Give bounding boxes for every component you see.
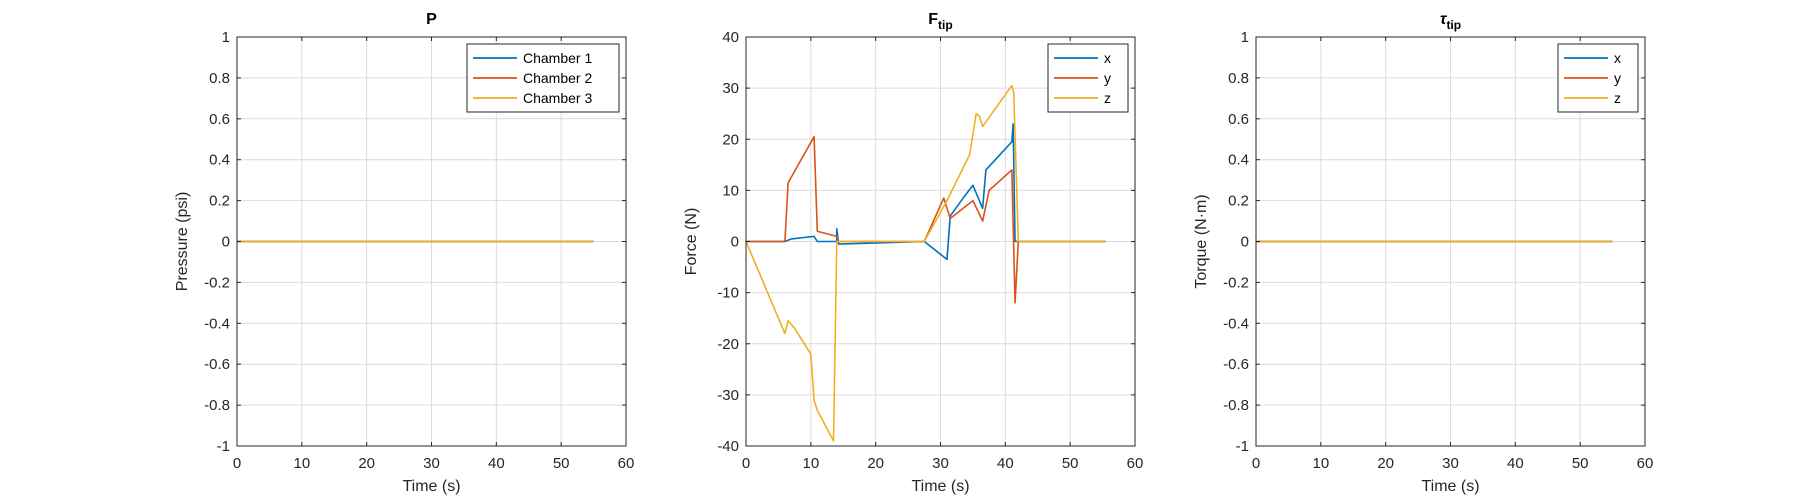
y-tick-label: -40 [717, 438, 739, 455]
series-line-z [745, 84, 1106, 442]
y-tick-label: 1 [222, 29, 230, 46]
x-tick-label: 30 [1442, 455, 1459, 472]
y-tick-label: 0.8 [1228, 70, 1249, 87]
x-tick-label: 40 [488, 455, 505, 472]
y-tick-label: 10 [722, 182, 739, 199]
y-tick-label: -0.6 [1223, 356, 1249, 373]
x-axis-label: Time (s) [402, 478, 460, 495]
x-axis-label: Time (s) [911, 478, 969, 495]
y-tick-label: 0.8 [209, 70, 230, 87]
y-tick-label: -0.4 [1223, 315, 1249, 332]
legend-label: y [1614, 70, 1621, 86]
y-tick-label: 40 [722, 29, 739, 46]
chart-title-main: τ [1440, 11, 1448, 28]
y-tick-label: 0 [222, 234, 230, 251]
x-axis-label: Time (s) [1421, 478, 1479, 495]
y-tick-label: -1 [1236, 438, 1249, 455]
y-tick-label: 0.2 [209, 193, 230, 210]
legend-label: Chamber 2 [523, 70, 592, 86]
x-tick-label: 20 [1377, 455, 1394, 472]
x-tick-label: 0 [233, 455, 241, 472]
series-line-y [746, 135, 1106, 304]
x-tick-label: 10 [802, 455, 819, 472]
legend-label: Chamber 3 [523, 90, 592, 106]
y-tick-label: 0.2 [1228, 193, 1249, 210]
x-tick-label: 50 [1062, 455, 1079, 472]
y-axis-label: Torque (N·m) [1193, 194, 1210, 288]
chart-title-subscript: tip [1446, 18, 1461, 32]
y-tick-label: -0.2 [204, 274, 230, 291]
chart-panel-2: 0 10 20 30 40 50 60 -40 -30 -20 -10 0 10 20 30 40 Time (… [683, 11, 1143, 495]
legend-label: z [1614, 90, 1621, 106]
y-tick-label: 0 [731, 234, 739, 251]
y-tick-label: 0.4 [1228, 152, 1249, 169]
y-tick-label: -20 [717, 336, 739, 353]
x-tick-label: 40 [1507, 455, 1524, 472]
chart-title: P [426, 11, 437, 28]
y-tick-label: 0.4 [209, 152, 230, 169]
x-tick-label: 20 [358, 455, 375, 472]
x-tick-label: 60 [618, 455, 635, 472]
y-tick-label: -0.8 [204, 397, 230, 414]
chart-panel-3: 0 10 20 30 40 50 60 -1 -0.8 -0.6 -0.4 -0.2 0 0.2 0.4 0.… [1193, 11, 1653, 495]
x-tick-label: 0 [1252, 455, 1260, 472]
y-tick-label: 0.6 [1228, 111, 1249, 128]
y-tick-label: -30 [717, 387, 739, 404]
x-tick-label: 50 [553, 455, 570, 472]
y-axis-label: Pressure (psi) [174, 192, 191, 292]
y-tick-label: -1 [217, 438, 230, 455]
chart-title-main: P [426, 11, 437, 28]
legend: xyz [1047, 43, 1129, 113]
y-tick-label: -0.6 [204, 356, 230, 373]
chart-title-subscript: tip [938, 18, 953, 32]
x-tick-label: 40 [997, 455, 1014, 472]
x-tick-label: 60 [1637, 455, 1654, 472]
y-tick-label: 1 [1241, 29, 1249, 46]
legend: xyz [1557, 43, 1639, 113]
legend-label: x [1104, 50, 1111, 66]
chart-panel-1: 0 10 20 30 40 50 60 -1 -0.8 -0.6 -0.4 -0.2 0 0.2 0.4 0.… [174, 11, 634, 495]
y-tick-label: 20 [722, 131, 739, 148]
y-tick-label: 0.6 [209, 111, 230, 128]
y-tick-label: 0 [1241, 234, 1249, 251]
y-tick-label: -10 [717, 285, 739, 302]
y-tick-label: 30 [722, 80, 739, 97]
chart-title-main: F [928, 11, 938, 28]
legend-label: y [1104, 70, 1111, 86]
x-tick-label: 10 [1312, 455, 1329, 472]
y-tick-label: -0.4 [204, 315, 230, 332]
x-tick-label: 20 [867, 455, 884, 472]
x-tick-label: 0 [742, 455, 750, 472]
series-line-x [746, 123, 1106, 261]
legend-label: x [1614, 50, 1621, 66]
x-tick-label: 10 [293, 455, 310, 472]
legend-label: z [1104, 90, 1111, 106]
chart-title: Ftip [928, 11, 952, 32]
legend: Chamber 1 Chamber 2 Chamber 3 [466, 43, 620, 113]
x-tick-label: 60 [1127, 455, 1144, 472]
y-axis-label: Force (N) [683, 208, 700, 276]
legend-label: Chamber 1 [523, 50, 592, 66]
y-tick-label: -0.2 [1223, 274, 1249, 291]
x-tick-label: 30 [423, 455, 440, 472]
x-tick-label: 30 [932, 455, 949, 472]
x-tick-label: 50 [1572, 455, 1589, 472]
y-tick-label: -0.8 [1223, 397, 1249, 414]
chart-title: τtip [1440, 11, 1461, 32]
